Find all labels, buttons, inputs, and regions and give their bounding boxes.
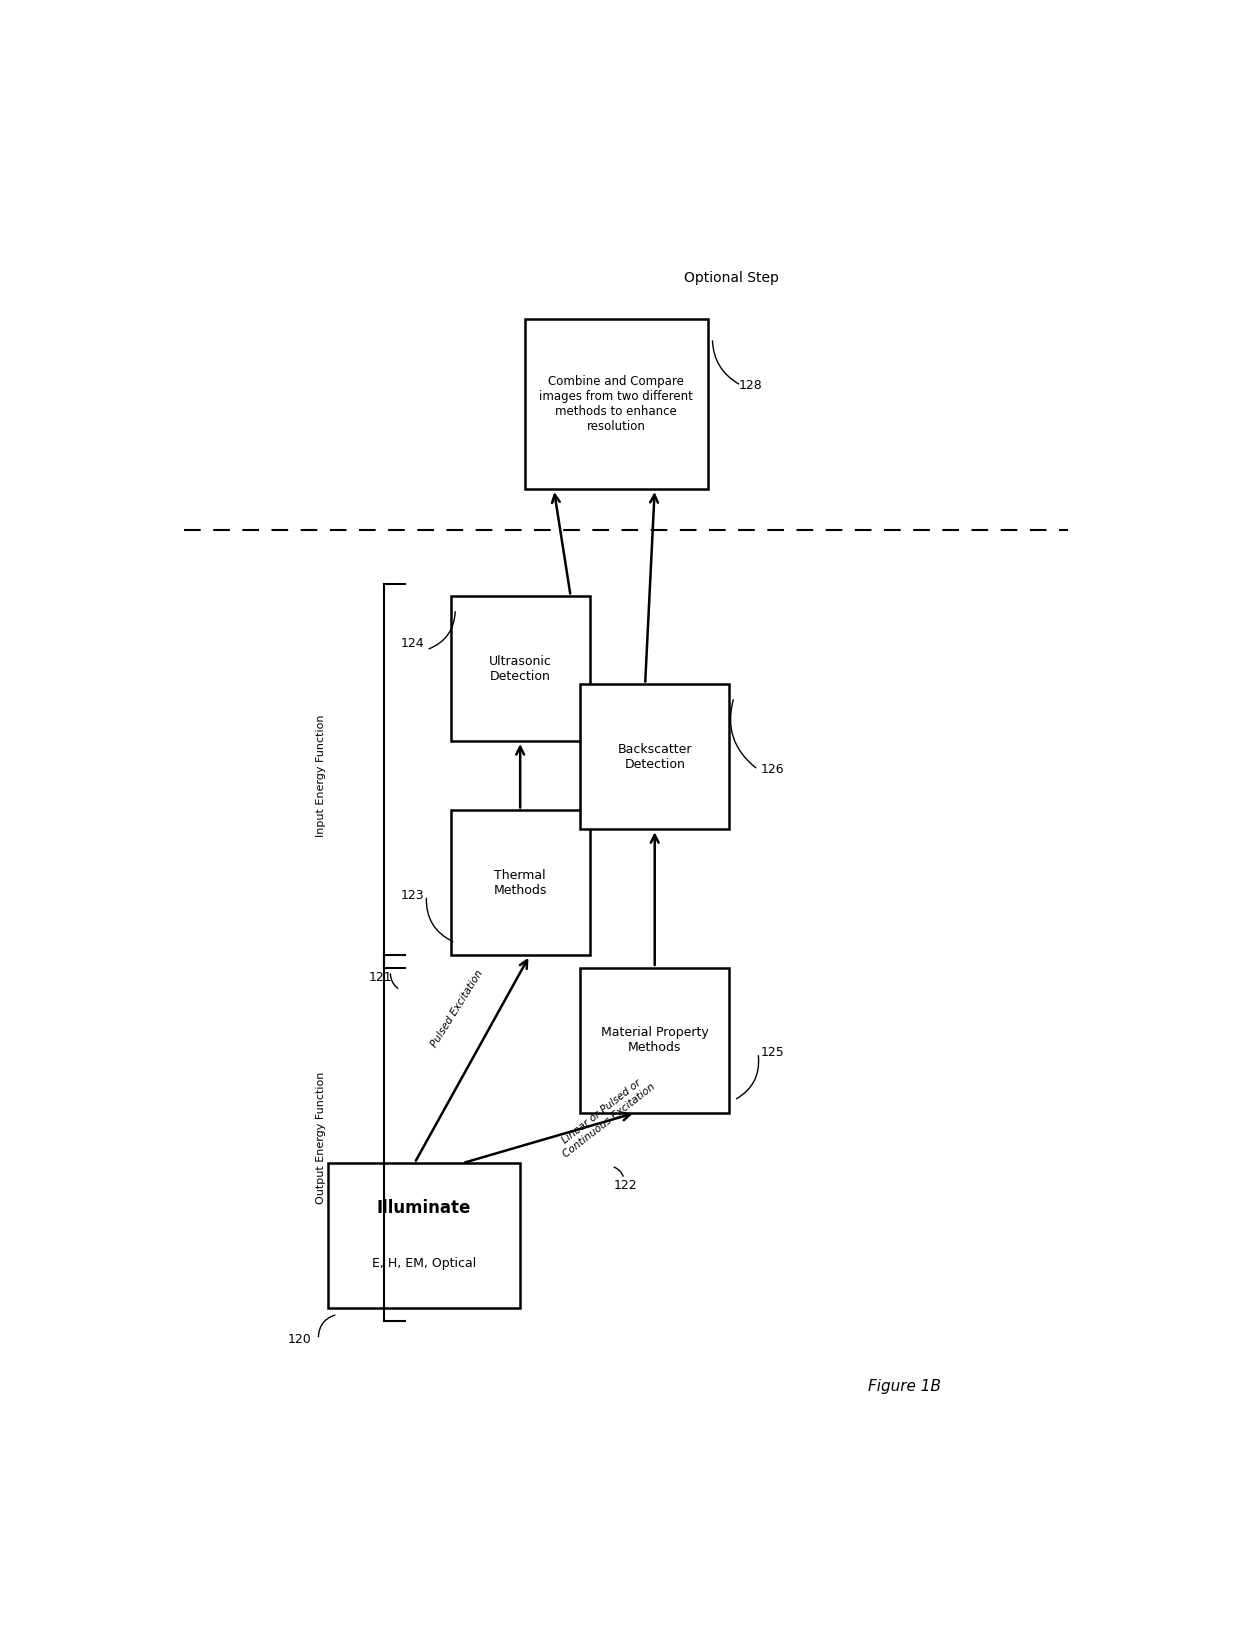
Text: Linear or Pulsed or
Continuous Excitation: Linear or Pulsed or Continuous Excitatio…: [554, 1072, 657, 1160]
Text: Output Energy Function: Output Energy Function: [316, 1072, 326, 1204]
FancyBboxPatch shape: [525, 319, 708, 489]
Text: 120: 120: [288, 1333, 311, 1346]
Text: 121: 121: [370, 970, 393, 983]
Text: Optional Step: Optional Step: [684, 272, 779, 285]
FancyBboxPatch shape: [450, 596, 590, 741]
Text: Backscatter
Detection: Backscatter Detection: [618, 743, 692, 771]
FancyBboxPatch shape: [450, 810, 590, 955]
Text: 122: 122: [614, 1178, 637, 1191]
Text: 126: 126: [760, 762, 784, 775]
Text: Input Energy Function: Input Energy Function: [316, 715, 326, 838]
Text: Thermal
Methods: Thermal Methods: [494, 869, 547, 897]
Text: Figure 1B: Figure 1B: [868, 1379, 941, 1394]
Text: E, H, EM, Optical: E, H, EM, Optical: [372, 1256, 476, 1270]
Text: Material Property
Methods: Material Property Methods: [601, 1026, 708, 1054]
Text: 124: 124: [401, 636, 424, 649]
Text: Pulsed Excitation: Pulsed Excitation: [429, 969, 485, 1049]
Text: 123: 123: [401, 888, 424, 901]
Text: Ultrasonic
Detection: Ultrasonic Detection: [489, 654, 552, 682]
Text: 128: 128: [739, 380, 763, 391]
FancyBboxPatch shape: [327, 1163, 521, 1309]
FancyBboxPatch shape: [580, 684, 729, 829]
Text: Illuminate: Illuminate: [377, 1199, 471, 1217]
Text: Combine and Compare
images from two different
methods to enhance
resolution: Combine and Compare images from two diff…: [539, 375, 693, 434]
FancyBboxPatch shape: [580, 969, 729, 1112]
Text: 125: 125: [760, 1047, 785, 1060]
